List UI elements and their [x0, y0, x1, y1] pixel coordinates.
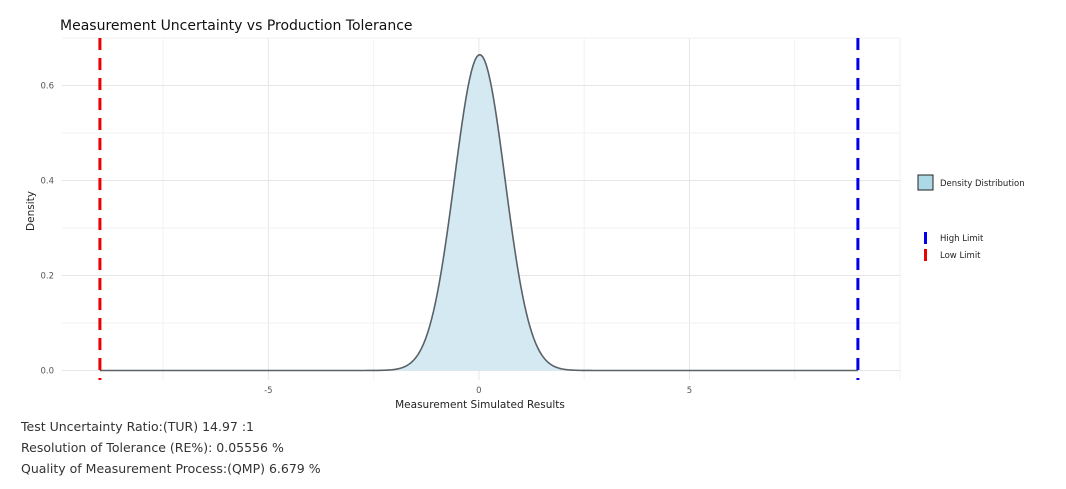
legend: Density Distribution High Limit Low Limi…: [917, 174, 1025, 261]
density-chart: Measurement Uncertainty vs Production To…: [25, 18, 1025, 410]
y-tick-label: 0.2: [40, 272, 54, 282]
density-curve: [99, 53, 858, 372]
density-series: [99, 53, 858, 372]
y-axis-label: Density: [25, 191, 37, 231]
legend-label-high-limit: High Limit: [940, 234, 984, 244]
stats-panel: Test Uncertainty Ratio:(TUR) 14.97 :1 Re…: [21, 416, 321, 479]
x-axis-label: Measurement Simulated Results: [395, 399, 565, 410]
x-tick-label: 5: [687, 386, 692, 396]
x-tick-label: -5: [264, 386, 272, 396]
tur-text: Test Uncertainty Ratio:(TUR) 14.97 :1: [21, 419, 255, 434]
legend-label-low-limit: Low Limit: [940, 251, 981, 261]
y-tick-label: 0.6: [40, 82, 54, 92]
legend-swatch-density: [917, 174, 934, 191]
x-tick-label: 0: [476, 386, 481, 396]
y-tick-label: 0.0: [40, 367, 54, 377]
qmp-text: Quality of Measurement Process:(QMP) 6.6…: [21, 461, 321, 476]
limit-lines: [98, 38, 860, 380]
chart-title: Measurement Uncertainty vs Production To…: [60, 18, 413, 34]
y-tick-label: 0.4: [40, 177, 54, 187]
resolution-text: Resolution of Tolerance (RE%): 0.05556 %: [21, 440, 284, 455]
axis-ticks: -5 0 5 0.0 0.2 0.4 0.6: [40, 82, 692, 397]
density-area: [99, 54, 858, 371]
legend-label-density: Density Distribution: [940, 179, 1025, 189]
